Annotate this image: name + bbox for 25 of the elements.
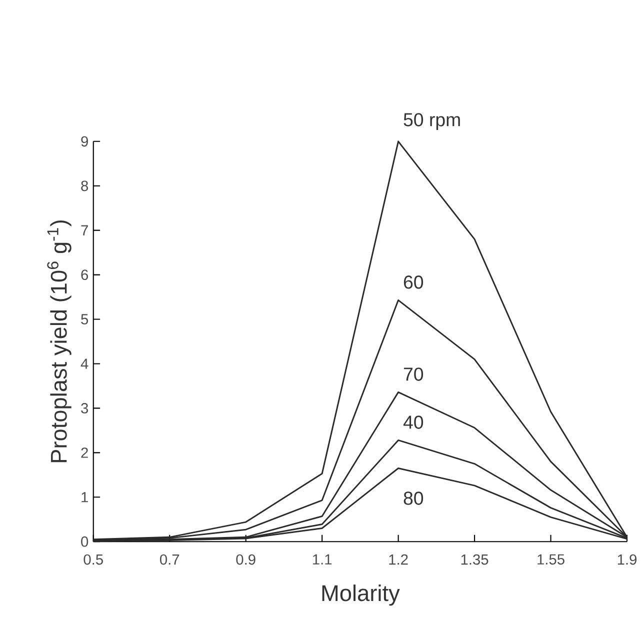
y-axis-title: Protoplast yield (10$^{6}$ g$^{-1}$)	[47, 220, 72, 462]
y-tick-label: 1	[82, 492, 88, 502]
y-tick-label: 3	[81, 403, 88, 414]
x-tick-label: 0.5	[84, 554, 103, 565]
series-label: 50 rpm	[404, 113, 460, 130]
x-tick-label: 1.35	[461, 554, 488, 565]
y-tick-label: 0	[81, 536, 88, 547]
x-tick-label: 1.55	[538, 554, 564, 565]
y-tick-label: 9	[81, 136, 88, 147]
y-tick-label: 6	[81, 270, 88, 280]
x-tick-label: 0.9	[236, 554, 256, 565]
y-tick-label: 7	[81, 225, 88, 236]
x-tick-label: 1.9	[618, 554, 636, 565]
x-tick-label: 0.7	[160, 554, 180, 565]
series-label: 70	[404, 368, 424, 381]
series-label: 60	[404, 276, 424, 289]
x-tick-label: 1.1	[312, 554, 332, 565]
x-axis-title: Molarity	[322, 584, 400, 606]
series-label: 40	[403, 416, 424, 430]
y-tick-label: 4	[80, 358, 88, 369]
y-tick-label: 8	[81, 180, 88, 192]
series-label: 80	[404, 492, 424, 506]
y-tick-label: 5	[81, 314, 88, 325]
y-tick-label: 2	[81, 448, 88, 458]
x-tick-label: 1.2	[389, 554, 408, 565]
